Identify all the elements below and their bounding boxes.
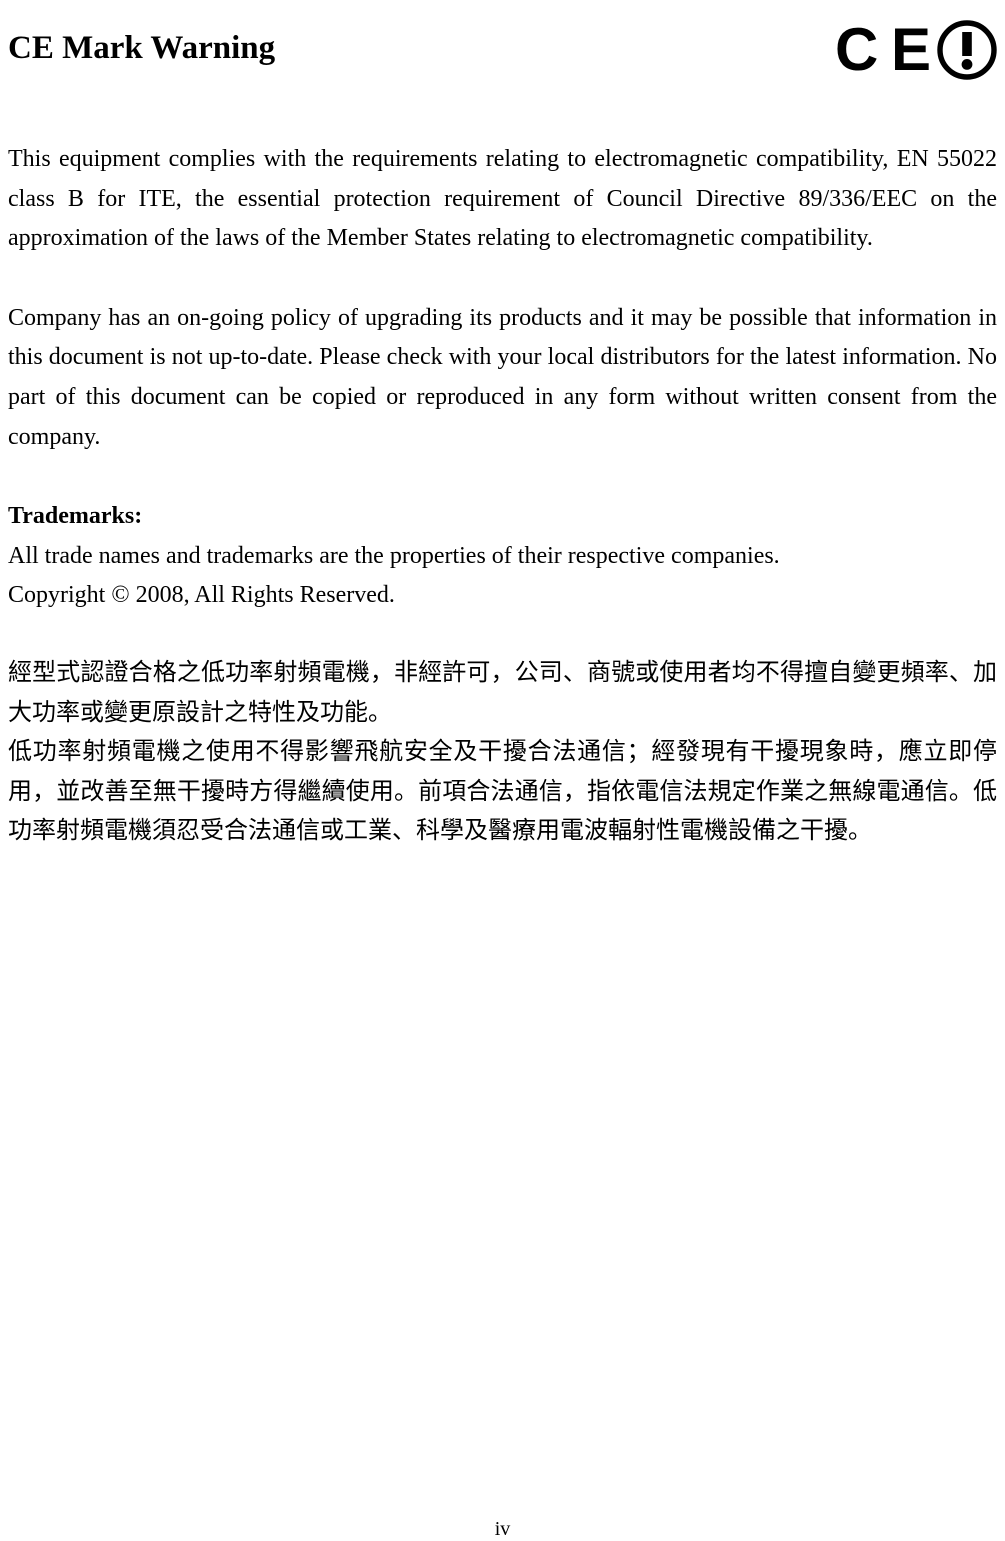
body-content: This equipment complies with the require… [8,140,997,852]
ce-mark-icon: C E [835,20,929,80]
trademarks-section: Trademarks: All trade names and trademar… [8,497,997,616]
chinese-paragraph-1: 經型式認證合格之低功率射頻電機，非經許可，公司、商號或使用者均不得擅自變更頻率、… [8,654,997,733]
page-number: iv [0,1518,1005,1541]
exclamation-circle-icon [937,20,997,80]
trademarks-line-1: All trade names and trademarks are the p… [8,537,997,577]
trademarks-line-2: Copyright © 2008, All Rights Reserved. [8,576,997,616]
chinese-section: 經型式認證合格之低功率射頻電機，非經許可，公司、商號或使用者均不得擅自變更頻率、… [8,654,997,852]
paragraph-2: Company has an on-going policy of upgrad… [8,299,997,457]
paragraph-1: This equipment complies with the require… [8,140,997,259]
chinese-paragraph-2: 低功率射頻電機之使用不得影響飛航安全及干擾合法通信；經發現有干擾現象時，應立即停… [8,733,997,852]
page-title: CE Mark Warning [8,30,275,67]
logo-group: C E [835,20,997,80]
trademarks-heading: Trademarks: [8,497,997,537]
header-row: CE Mark Warning C E [8,20,997,80]
